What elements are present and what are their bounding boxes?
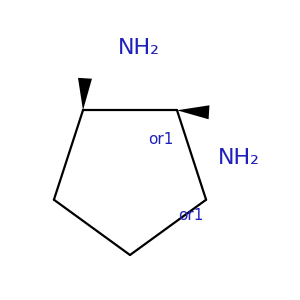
Text: NH₂: NH₂ <box>118 38 160 58</box>
Polygon shape <box>177 105 209 119</box>
Text: NH₂: NH₂ <box>218 148 260 168</box>
Text: or1: or1 <box>178 208 203 223</box>
Text: or1: or1 <box>148 132 173 147</box>
Polygon shape <box>78 78 92 110</box>
